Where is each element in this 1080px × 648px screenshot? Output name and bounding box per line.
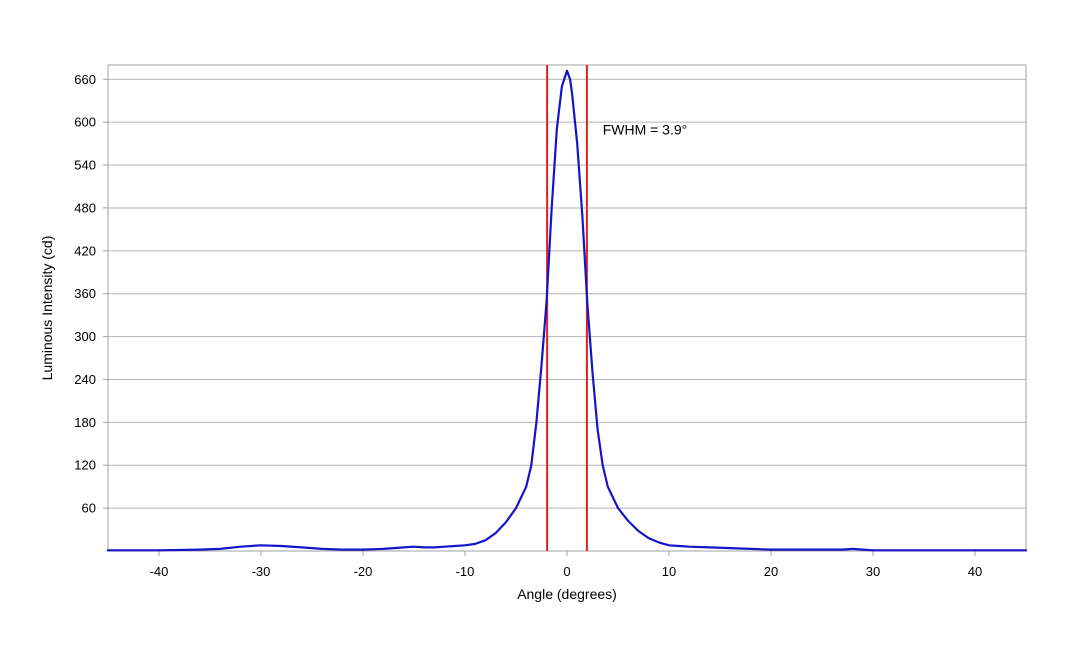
y-tick-label: 300 <box>74 329 96 344</box>
y-tick-label: 600 <box>74 115 96 130</box>
series-layer <box>106 69 1028 552</box>
y-tick-label: 420 <box>74 243 96 258</box>
y-tick-label: 480 <box>74 200 96 215</box>
plot-area-border <box>107 64 1027 552</box>
y-axis-ticks: 60 120 180 240 300 360 420 480 540 600 660 <box>74 72 108 516</box>
fwhm-markers <box>546 65 588 551</box>
x-tick-label: 40 <box>968 564 982 579</box>
x-axis-title: Angle (degrees) <box>517 586 617 602</box>
x-tick-label: -10 <box>456 564 475 579</box>
x-tick-label: 20 <box>764 564 778 579</box>
x-axis-ticks: -40 -30 -20 -10 0 10 20 30 40 <box>150 551 982 579</box>
y-tick-label: 240 <box>74 372 96 387</box>
x-tick-label: -40 <box>150 564 169 579</box>
x-tick-label: 0 <box>563 564 570 579</box>
y-axis-title: Luminous Intensity (cd) <box>39 236 55 381</box>
annotations: FWHM = 3.9° <box>603 121 688 137</box>
gridlines <box>108 78 1026 509</box>
y-tick-label: 540 <box>74 158 96 173</box>
fwhm-annotation: FWHM = 3.9° <box>603 121 688 137</box>
y-tick-label: 120 <box>74 458 96 473</box>
y-tick-label: 60 <box>82 501 96 516</box>
x-tick-label: 30 <box>866 564 880 579</box>
x-tick-label: -30 <box>252 564 271 579</box>
intensity-curve <box>106 69 1028 552</box>
y-tick-label: 360 <box>74 286 96 301</box>
x-tick-label: 10 <box>662 564 676 579</box>
y-tick-label: 180 <box>74 415 96 430</box>
x-tick-label: -20 <box>354 564 373 579</box>
y-tick-label: 660 <box>74 72 96 87</box>
